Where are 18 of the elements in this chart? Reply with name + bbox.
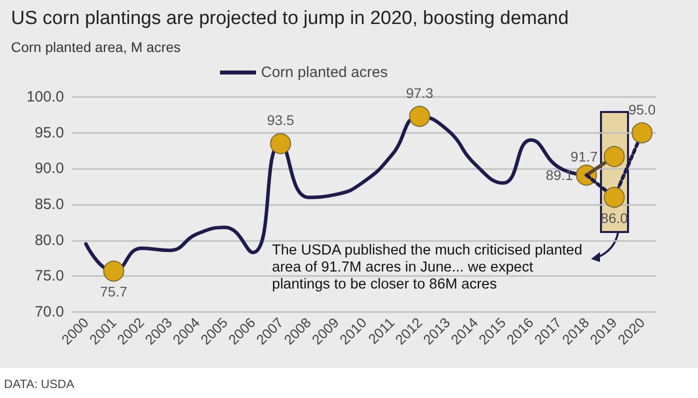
- data-label: 89.1: [546, 167, 574, 184]
- data-label: 95.0: [628, 101, 656, 118]
- y-tick-label: 80.0: [34, 232, 64, 249]
- y-tick-label: 70.0: [34, 304, 64, 320]
- data-label: 75.7: [100, 284, 128, 300]
- chart-title: US corn plantings are projected to jump in 2020, boosting demand: [11, 8, 569, 29]
- annotation: The USDA published the much criticised planted area of 91.7M acres in June... we expect plantings to be closer to 86M acres: [272, 242, 586, 292]
- data-label: 97.3: [406, 84, 434, 101]
- legend-label: Corn planted acres: [261, 64, 388, 81]
- y-tick-label: 75.0: [34, 268, 64, 285]
- data-label: 91.7: [570, 148, 598, 164]
- y-tick-label: 85.0: [34, 196, 64, 213]
- data-label: 93.5: [266, 112, 294, 128]
- y-tick-label: 95.0: [34, 124, 64, 142]
- y-tick-label: 90.0: [34, 160, 64, 178]
- chart-subtitle: Corn planted area, M acres: [11, 39, 181, 55]
- text: DATA: USDA: [4, 377, 74, 391]
- y-tick-label: 100.0: [26, 88, 64, 106]
